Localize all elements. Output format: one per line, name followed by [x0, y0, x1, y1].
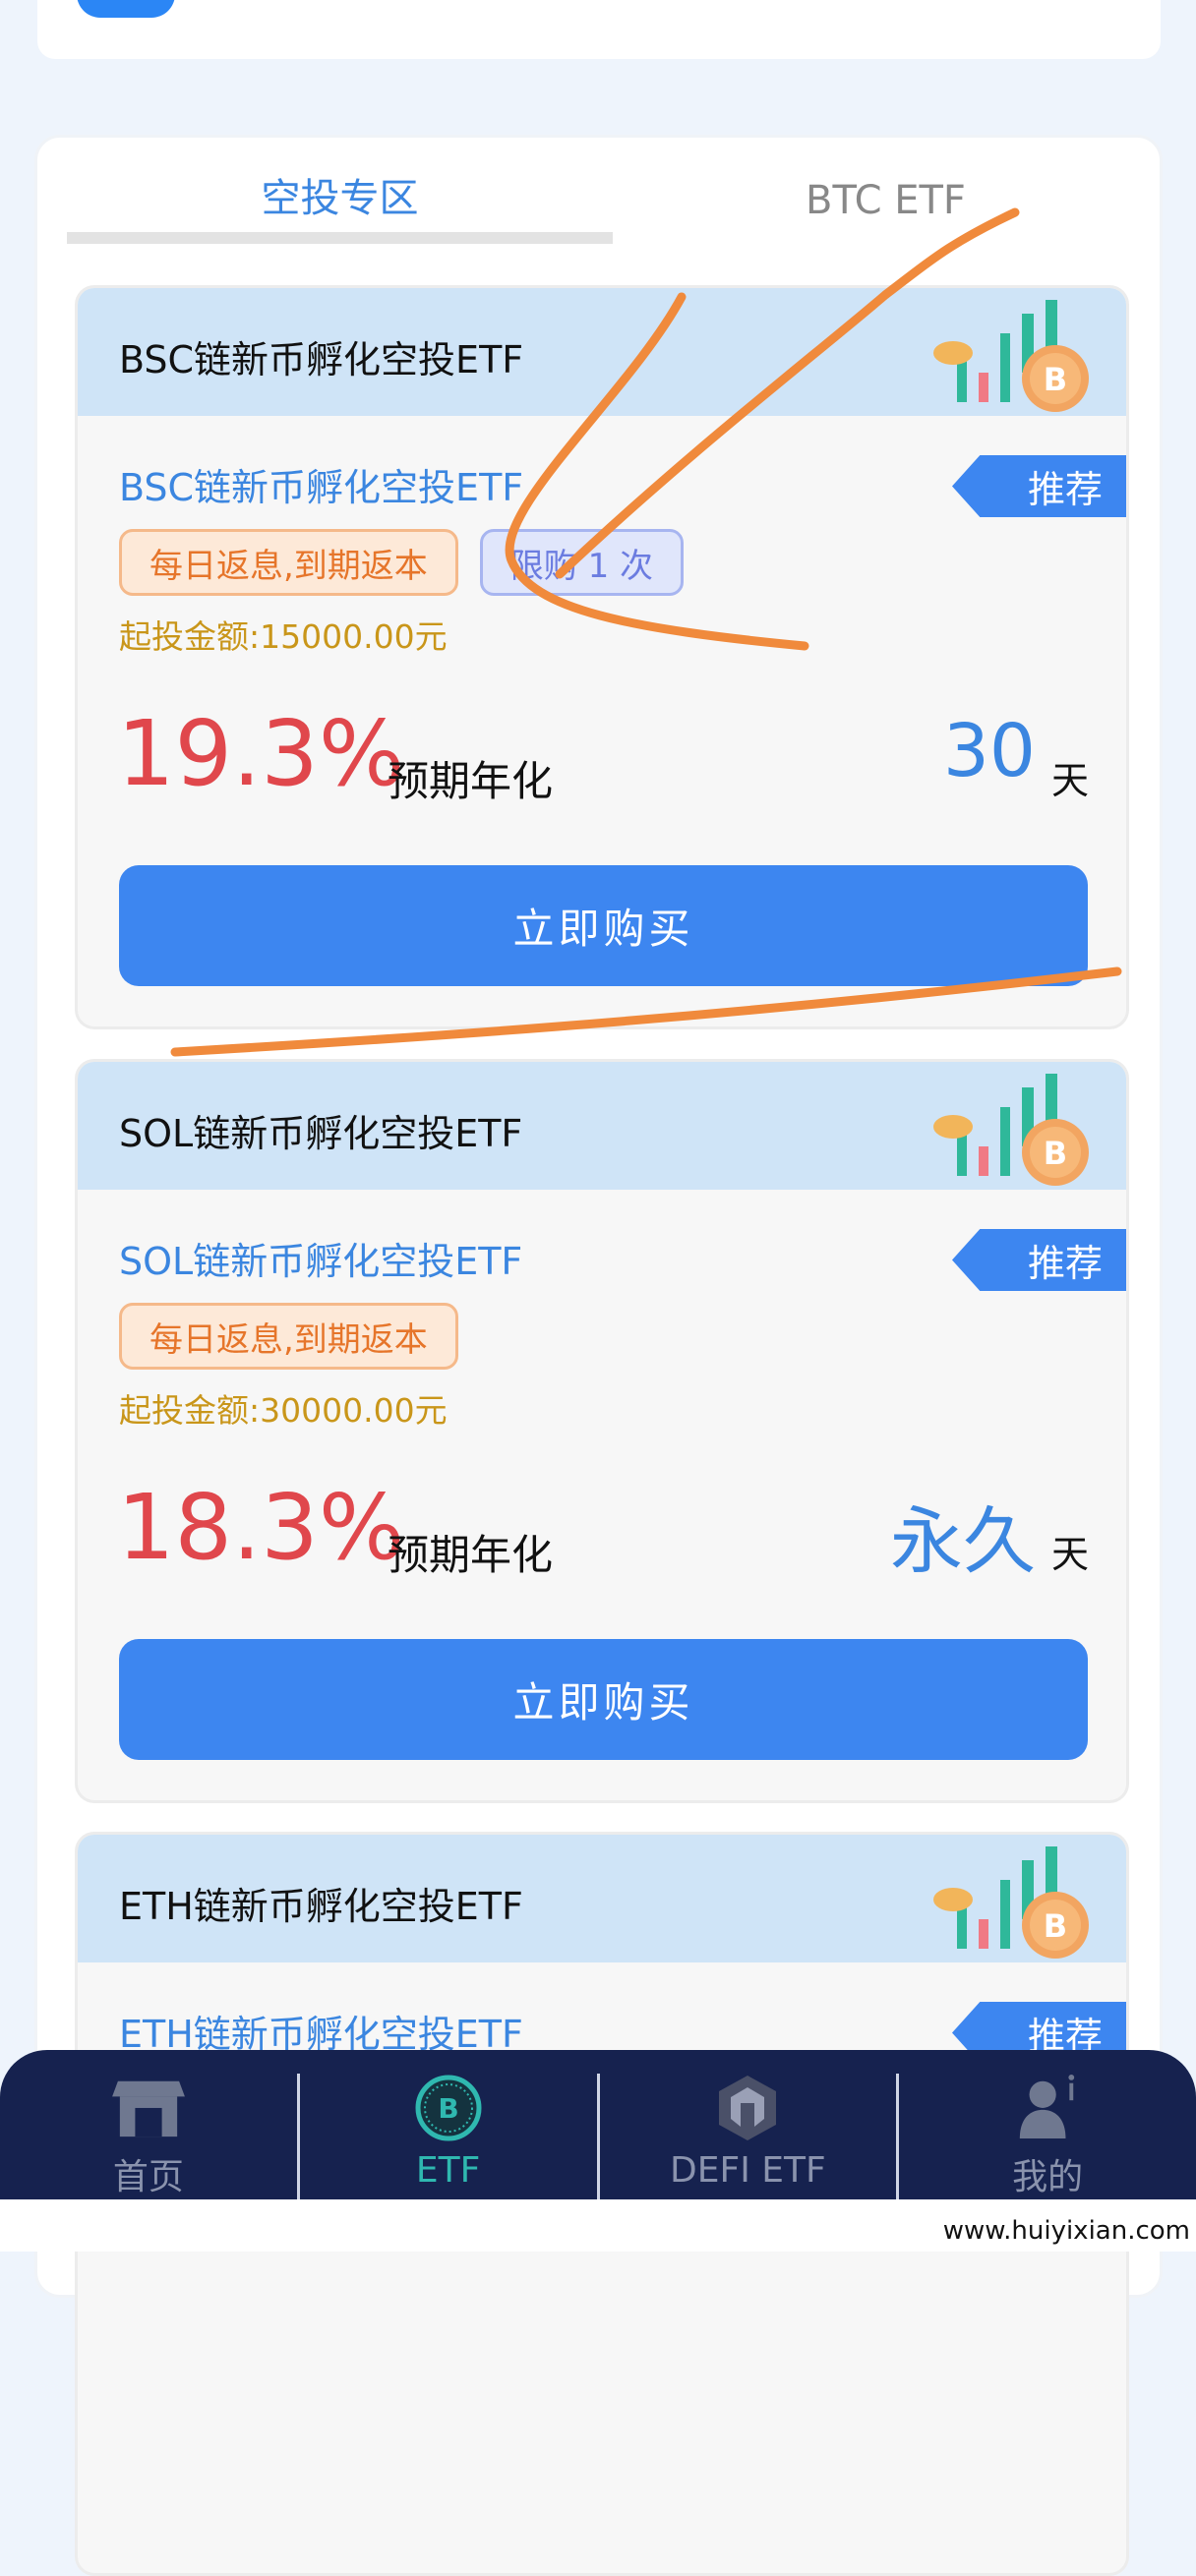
bottom-nav: 首页 B ETF DEFI ETF 我的: [0, 2050, 1196, 2199]
tag-interest: 每日返息,到期返本: [119, 529, 458, 596]
svg-text:B: B: [1044, 361, 1067, 398]
rate-label: 预期年化: [388, 1531, 554, 1579]
store-icon: [111, 2080, 185, 2137]
recommend-badge: 推荐: [952, 455, 1126, 517]
annual-rate: 18.3%: [117, 1475, 405, 1580]
chart-coin-icon: B: [933, 1846, 1089, 1959]
product-panel: 空投专区 BTC ETF BSC链新币孵化空投ETF B BSC链新币孵化空投E…: [34, 135, 1163, 2576]
buy-button[interactable]: 立即购买: [119, 1639, 1088, 1760]
tag-limit: 限购 1 次: [479, 529, 685, 596]
term-days: 30: [942, 709, 1036, 793]
bottom-bar: [0, 2199, 1196, 2252]
card-title: SOL链新币孵化空投ETF: [119, 1112, 523, 1155]
svg-text:B: B: [1044, 1135, 1067, 1172]
chart-coin-icon: B: [933, 300, 1089, 412]
tab-airdrop[interactable]: 空投专区: [67, 157, 613, 244]
product-name[interactable]: BSC链新币孵化空投ETF: [119, 466, 524, 509]
product-card: BSC链新币孵化空投ETF B BSC链新币孵化空投ETF 推荐 每日返息,到期…: [75, 285, 1129, 1029]
tab-bar: 空投专区 BTC ETF: [67, 157, 1159, 244]
buy-button[interactable]: 立即购买: [119, 865, 1088, 986]
days-unit: 天: [1050, 759, 1089, 802]
annual-rate: 19.3%: [117, 701, 405, 806]
watermark: www.huiyixian.com: [942, 2216, 1190, 2246]
tab-btc-etf[interactable]: BTC ETF: [806, 178, 966, 223]
top-button[interactable]: [77, 0, 175, 18]
min-amount: 起投金额:30000.00元: [119, 1391, 448, 1430]
card-title: BSC链新币孵化空投ETF: [119, 338, 524, 381]
bitcoin-icon: B: [415, 2075, 482, 2141]
product-name[interactable]: SOL链新币孵化空投ETF: [119, 1240, 523, 1283]
top-card: [37, 0, 1161, 59]
min-amount: 起投金额:15000.00元: [119, 617, 448, 656]
recommend-badge: 推荐: [952, 1229, 1126, 1291]
svg-text:B: B: [1044, 1907, 1067, 1945]
chart-coin-icon: B: [933, 1074, 1089, 1186]
svg-text:B: B: [438, 2092, 458, 2125]
days-unit: 天: [1050, 1533, 1089, 1576]
product-name[interactable]: ETH链新币孵化空投ETF: [119, 2013, 523, 2056]
nav-etf[interactable]: B ETF: [296, 2074, 597, 2199]
hexagon-icon: [719, 2076, 777, 2140]
user-icon: [1019, 2074, 1075, 2139]
card-title: ETH链新币孵化空投ETF: [119, 1885, 523, 1928]
tag-interest: 每日返息,到期返本: [119, 1303, 458, 1370]
term-days: 永久: [890, 1499, 1036, 1584]
nav-mine[interactable]: 我的: [896, 2074, 1196, 2199]
rate-label: 预期年化: [388, 757, 554, 805]
product-card: SOL链新币孵化空投ETF B SOL链新币孵化空投ETF 推荐 每日返息,到期…: [75, 1059, 1129, 1803]
nav-home[interactable]: 首页: [0, 2074, 297, 2199]
nav-defi-etf[interactable]: DEFI ETF: [596, 2074, 897, 2199]
